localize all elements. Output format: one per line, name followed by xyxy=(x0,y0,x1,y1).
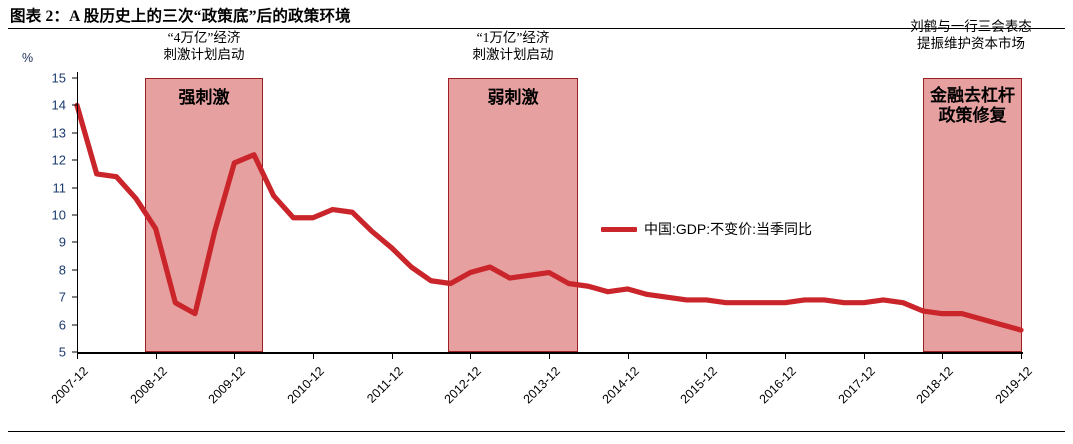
band-weak-stimulus xyxy=(448,78,578,352)
x-axis-tick-label: 2009-12 xyxy=(205,364,249,407)
x-axis-tick-mark xyxy=(470,352,472,359)
x-axis-tick-label: 2018-12 xyxy=(913,364,957,407)
x-axis-tick-mark xyxy=(863,352,865,359)
x-axis-tick-label: 2017-12 xyxy=(835,364,878,407)
x-axis-tick-label: 2019-12 xyxy=(992,364,1035,407)
legend-color-swatch xyxy=(601,226,637,232)
title-divider xyxy=(8,28,1065,29)
x-axis-tick-label: 2010-12 xyxy=(284,364,327,407)
y-axis-tick-mark xyxy=(72,296,78,298)
x-axis-tick-mark xyxy=(627,352,629,359)
y-axis-tick-mark xyxy=(72,324,78,326)
chart-legend: 中国:GDP:不变价:当季同比 xyxy=(601,219,812,239)
chart-container: % 强刺激 弱刺激 金融去杠杆 政策修复 “4万亿”经济 刺激计划启动 “1万亿… xyxy=(0,19,1073,430)
x-axis-tick-label: 2014-12 xyxy=(599,364,642,407)
y-axis-tick-mark xyxy=(72,77,78,79)
x-axis-tick-label: 2007-12 xyxy=(48,364,91,407)
x-axis-tick-label: 2012-12 xyxy=(441,364,485,407)
y-axis-tick-label: 8 xyxy=(58,262,66,278)
y-axis-tick-label: 5 xyxy=(58,344,66,360)
legend-label: 中国:GDP:不变价:当季同比 xyxy=(644,221,813,237)
y-axis-tick-label: 14 xyxy=(51,97,66,113)
y-axis-tick-label: 7 xyxy=(58,289,66,305)
band-note-weak-stimulus: “1万亿”经济 刺激计划启动 xyxy=(472,30,554,63)
x-axis-tick-label: 2016-12 xyxy=(756,364,799,407)
y-axis-unit-label: % xyxy=(22,51,34,65)
band-note-strong-stimulus: “4万亿”经济 刺激计划启动 xyxy=(163,30,245,63)
y-axis-tick-label: 9 xyxy=(58,234,66,250)
x-axis-tick-mark xyxy=(706,352,708,359)
x-axis xyxy=(77,352,1023,354)
y-axis-tick-label: 10 xyxy=(51,207,66,223)
y-axis-tick-mark xyxy=(72,132,78,134)
x-axis-tick-label: 2015-12 xyxy=(677,364,721,407)
y-axis-tick-mark xyxy=(72,104,78,106)
y-axis-tick-label: 6 xyxy=(58,317,66,333)
x-axis-tick-mark xyxy=(549,352,550,359)
x-axis-tick-mark xyxy=(77,352,78,359)
y-axis-tick-mark xyxy=(72,269,78,271)
y-axis-tick-label: 12 xyxy=(51,152,66,168)
x-axis-tick-mark xyxy=(155,352,157,359)
x-axis-tick-mark xyxy=(391,352,393,359)
bottom-divider xyxy=(8,431,1065,432)
y-axis xyxy=(77,72,78,354)
y-axis-tick-label: 13 xyxy=(51,125,66,141)
y-axis-tick-mark xyxy=(72,187,78,189)
band-label-strong-stimulus: 强刺激 xyxy=(178,88,230,107)
y-axis-tick-mark xyxy=(72,351,78,353)
y-axis-tick-label: 15 xyxy=(51,70,66,86)
x-axis-tick-mark xyxy=(234,352,236,359)
x-axis-tick-label: 2008-12 xyxy=(127,364,170,407)
x-axis-tick-mark xyxy=(785,352,786,359)
band-strong-stimulus xyxy=(145,78,263,352)
x-axis-tick-label: 2013-12 xyxy=(520,364,563,407)
band-label-weak-stimulus: 弱刺激 xyxy=(487,88,539,107)
y-axis-tick-label: 11 xyxy=(52,180,67,196)
band-label-deleveraging-repair: 金融去杠杆 政策修复 xyxy=(930,86,1015,126)
y-axis-tick-mark xyxy=(72,159,78,161)
band-note-deleveraging-repair: 刘鹤与一行三会表态 提振维护资本市场 xyxy=(910,19,1032,52)
x-axis-tick-mark xyxy=(1021,352,1022,359)
x-axis-tick-mark xyxy=(942,352,944,359)
page-title: 图表 2：A 股历史上的三次“政策底”后的政策环境 xyxy=(10,8,351,25)
x-axis-tick-label: 2011-12 xyxy=(363,364,406,406)
y-axis-tick-mark xyxy=(72,214,78,216)
x-axis-tick-mark xyxy=(313,352,314,359)
y-axis-tick-mark xyxy=(72,241,78,243)
